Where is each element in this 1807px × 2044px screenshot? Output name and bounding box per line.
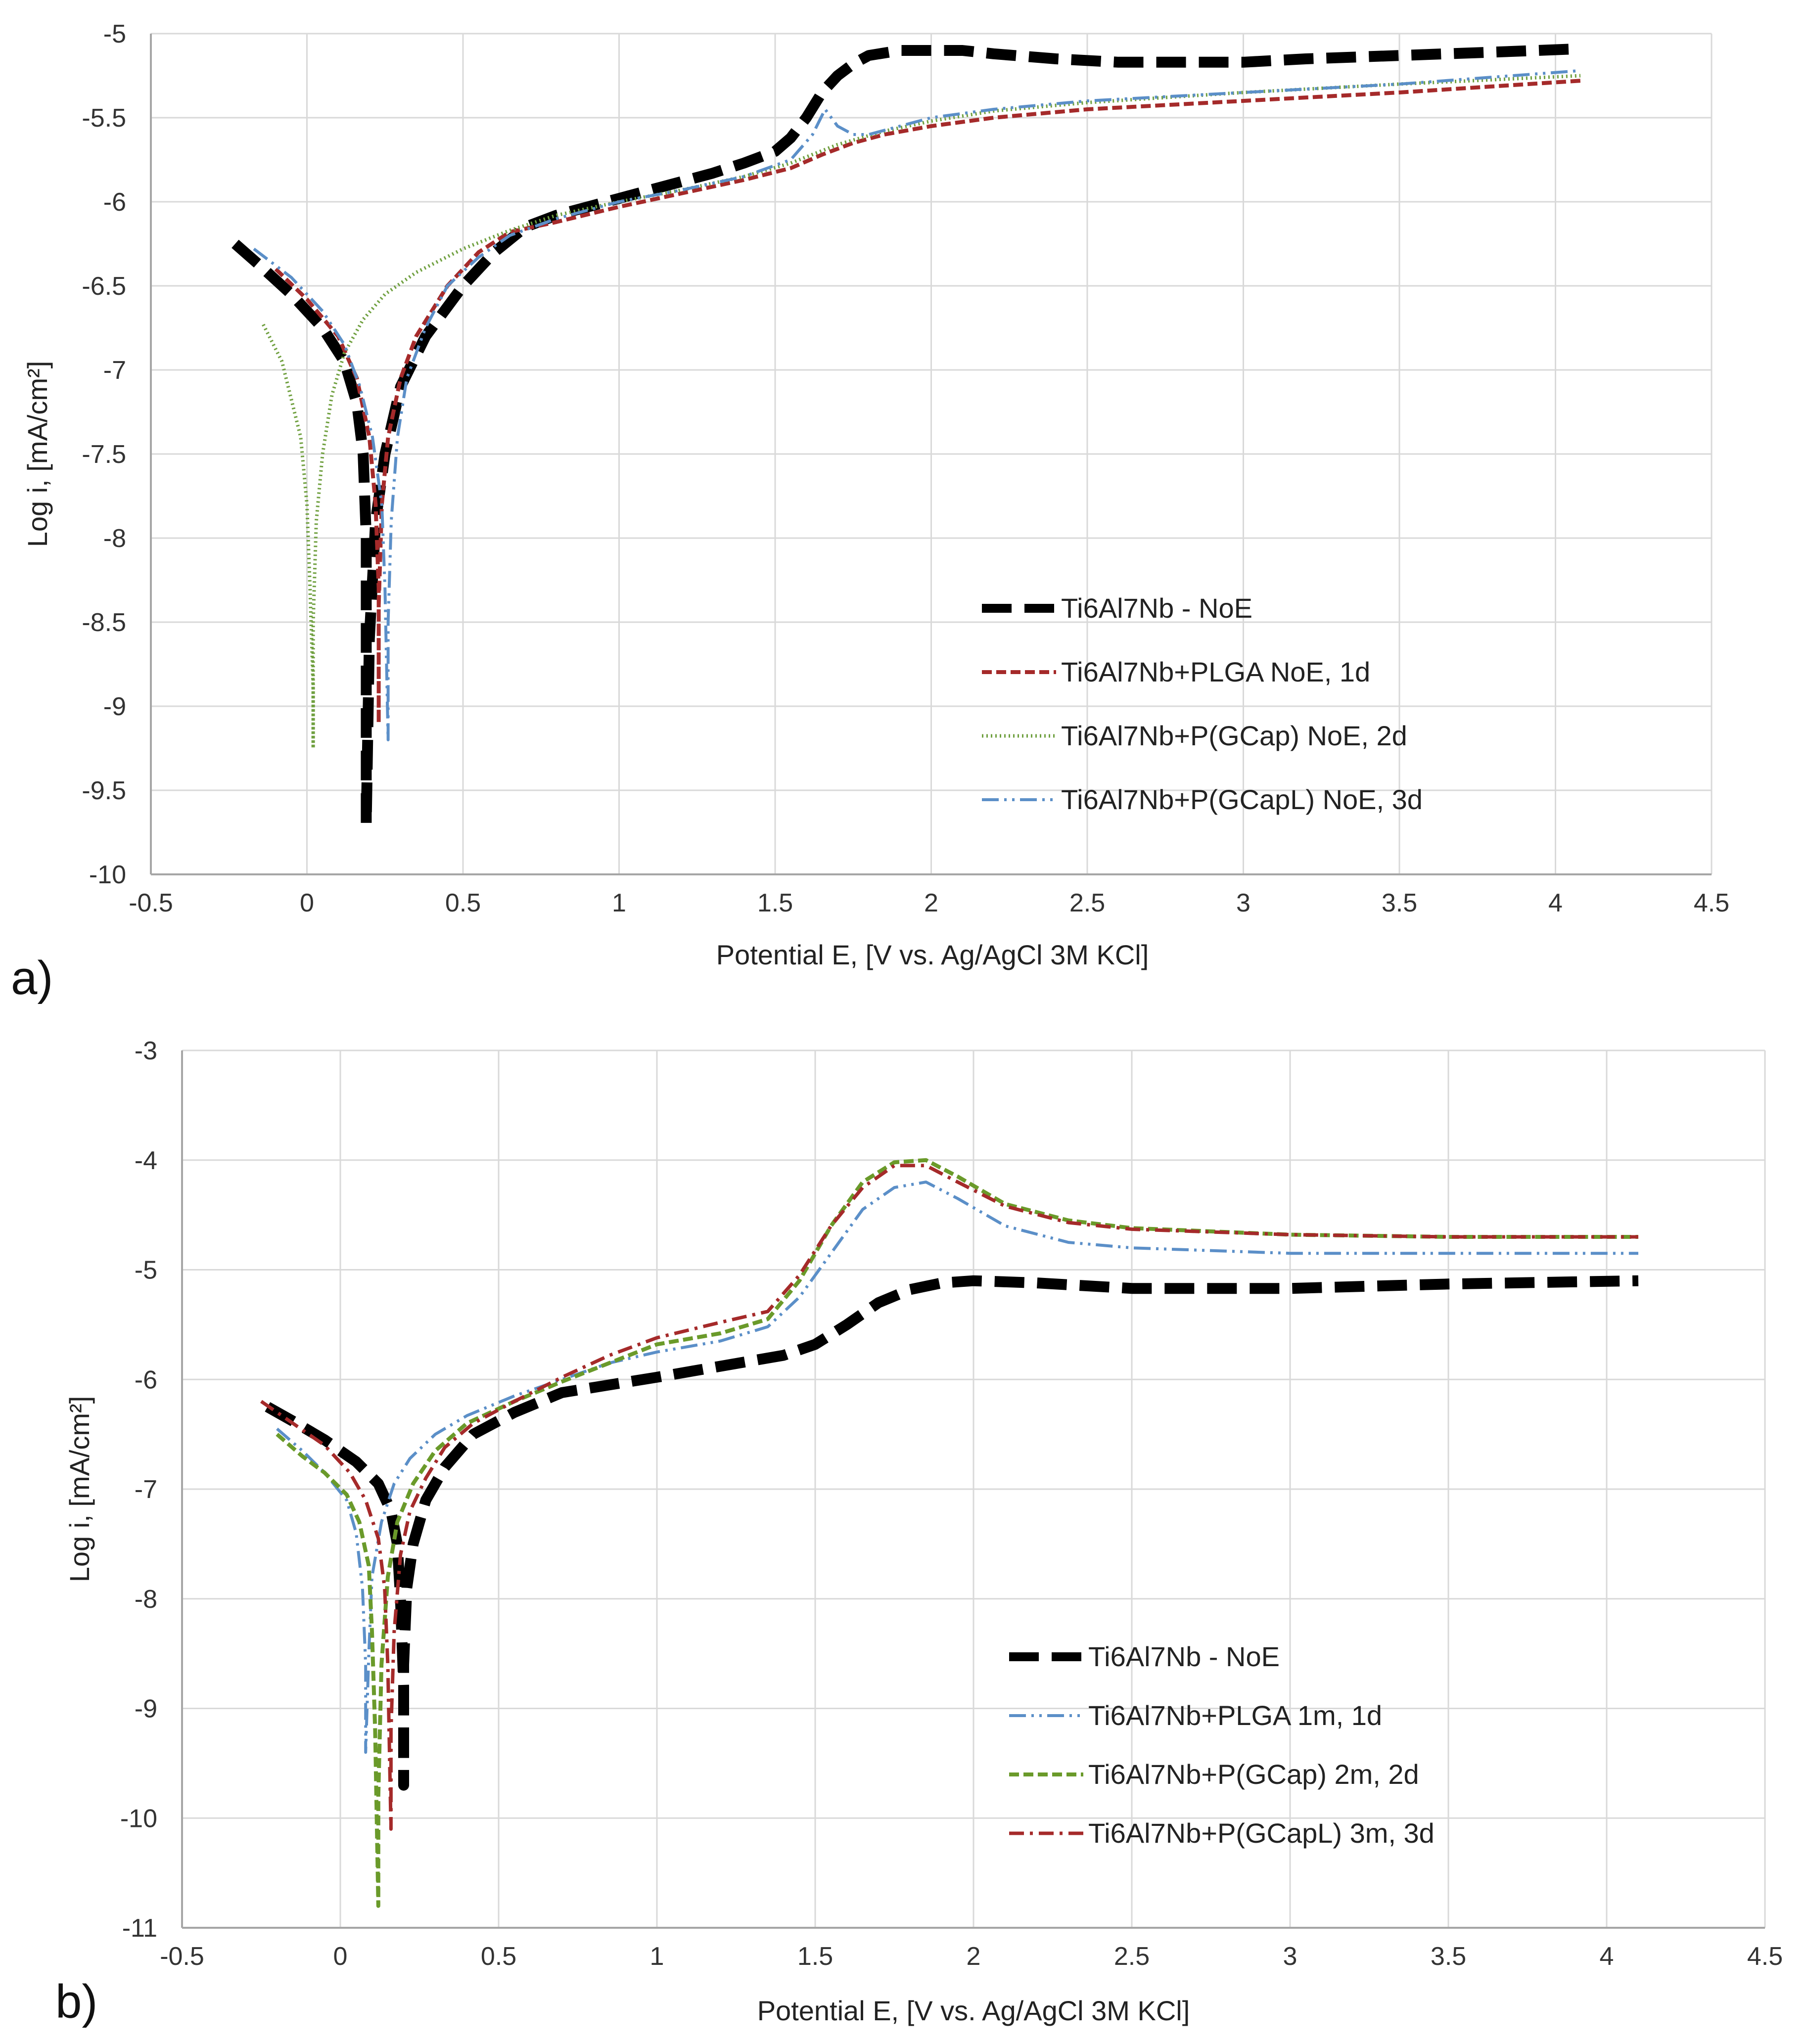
x-tick-label: 0.5 (445, 889, 481, 917)
x-tick-label: -0.5 (160, 1942, 204, 1971)
chart-b-y-ticks: -3 -4 -5 -6 -7 -8 -9 -10 -11 (120, 1037, 157, 1943)
y-tick-label: -3 (135, 1037, 157, 1065)
chart-b-series (260, 1158, 1639, 1908)
legend-label: Ti6Al7Nb+PLGA NoE, 1d (1061, 656, 1370, 687)
x-tick-label: 4.5 (1694, 889, 1729, 917)
legend-label: Ti6Al7Nb - NoE (1061, 592, 1252, 624)
chart-b-x-axis-label: Potential E, [V vs. Ag/AgCl 3M KCl] (757, 1995, 1190, 2026)
y-tick-label: -5 (103, 20, 126, 48)
series-line (232, 43, 1581, 829)
x-tick-label: 3.5 (1382, 889, 1417, 917)
legend-label: Ti6Al7Nb+P(GCap) NoE, 2d (1061, 720, 1407, 751)
y-tick-label: -11 (122, 1914, 157, 1943)
chart-a-axes (150, 34, 1712, 875)
series-line (260, 1164, 1638, 1831)
x-tick-label: 1.5 (797, 1942, 833, 1971)
chart-a: -0.5 0 0.5 1 1.5 2 2.5 3 3.5 4 4.5 -5-5.5-6-6.5-7-… (11, 20, 1729, 1004)
chart-b-legend: Ti6Al7Nb - NoE Ti6Al7Nb+PLGA 1m, 1d Ti6Al7… (1009, 1641, 1435, 1849)
x-tick-label: 2 (924, 889, 938, 917)
chart-b-y-axis-label: Log i, [mA/cm²] (64, 1396, 95, 1583)
y-tick-label: -6.5 (82, 272, 126, 301)
chart-b-axes (181, 1050, 1765, 1929)
x-tick-label: 0 (333, 1942, 348, 1971)
legend-label: Ti6Al7Nb+P(GCap) 2m, 2d (1088, 1759, 1419, 1790)
chart-b: -0.5 0 0.5 1 1.5 2 2.5 3 3.5 4 4.5 -3-4-5-6-7-8-9-… (55, 1037, 1783, 2028)
x-tick-label: 4.5 (1747, 1942, 1783, 1971)
legend-label: Ti6Al7Nb - NoE (1088, 1641, 1280, 1672)
y-tick-label: -10 (120, 1804, 157, 1833)
y-tick-label: -8 (135, 1585, 157, 1614)
series-line (274, 79, 1581, 725)
x-tick-label: 3.5 (1431, 1942, 1466, 1971)
x-tick-label: 4 (1600, 1942, 1614, 1971)
legend-label: Ti6Al7Nb+PLGA 1m, 1d (1088, 1700, 1382, 1731)
series-line (253, 69, 1581, 741)
y-tick-label: -5.5 (82, 104, 126, 133)
x-tick-label: 3 (1283, 1942, 1297, 1971)
chart-b-x-ticks: -0.5 0 0.5 1 1.5 2 2.5 3 3.5 4 4.5 (160, 1942, 1783, 1971)
chart-b-grid (181, 1049, 1766, 1929)
y-tick-label: -8 (103, 524, 126, 553)
y-tick-label: -9 (135, 1695, 157, 1724)
x-tick-label: -0.5 (129, 889, 173, 917)
x-tick-label: 2.5 (1114, 1942, 1150, 1971)
chart-a-x-axis-label: Potential E, [V vs. Ag/AgCl 3M KCl] (716, 939, 1149, 970)
legend-label: Ti6Al7Nb+P(GCapL) 3m, 3d (1088, 1817, 1435, 1849)
y-tick-label: -7 (103, 356, 126, 385)
chart-a-legend: Ti6Al7Nb - NoE Ti6Al7Nb+PLGA NoE, 1d Ti6Al… (982, 592, 1423, 815)
series-line (276, 1181, 1638, 1754)
y-tick-label: -6 (103, 188, 126, 217)
y-tick-label: -7.5 (82, 440, 126, 469)
chart-a-y-axis-label: Log i, [mA/cm²] (22, 361, 53, 547)
panel-label-a: a) (11, 952, 53, 1004)
x-tick-label: 2 (967, 1942, 981, 1971)
y-tick-label: -10 (89, 861, 126, 889)
chart-a-series (232, 43, 1581, 829)
y-tick-label: -8.5 (82, 608, 126, 637)
y-tick-label: -5 (135, 1256, 157, 1285)
y-tick-label: -4 (135, 1146, 157, 1175)
series-line (265, 1275, 1639, 1791)
series-line (262, 74, 1581, 750)
series-line (276, 1158, 1638, 1908)
x-tick-label: 1 (650, 1942, 664, 1971)
x-tick-label: 4 (1548, 889, 1563, 917)
panel-label-b: b) (55, 1975, 97, 2028)
y-tick-label: -7 (135, 1475, 157, 1504)
y-tick-label: -9.5 (82, 776, 126, 805)
chart-a-y-ticks: -5 -5.5 -6 -6.5 -7 -7.5 -8 -8.5 -9 -9.5 -10 (82, 20, 126, 889)
x-tick-label: 0 (300, 889, 314, 917)
y-tick-label: -6 (135, 1365, 157, 1394)
y-tick-label: -9 (103, 692, 126, 721)
x-tick-label: 0.5 (481, 1942, 516, 1971)
chart-a-x-ticks: -0.5 0 0.5 1 1.5 2 2.5 3 3.5 4 4.5 (129, 889, 1729, 917)
x-tick-label: 3 (1236, 889, 1251, 917)
x-tick-label: 1.5 (757, 889, 793, 917)
x-tick-label: 1 (612, 889, 626, 917)
legend-label: Ti6Al7Nb+P(GCapL) NoE, 3d (1061, 784, 1423, 815)
x-tick-label: 2.5 (1069, 889, 1105, 917)
